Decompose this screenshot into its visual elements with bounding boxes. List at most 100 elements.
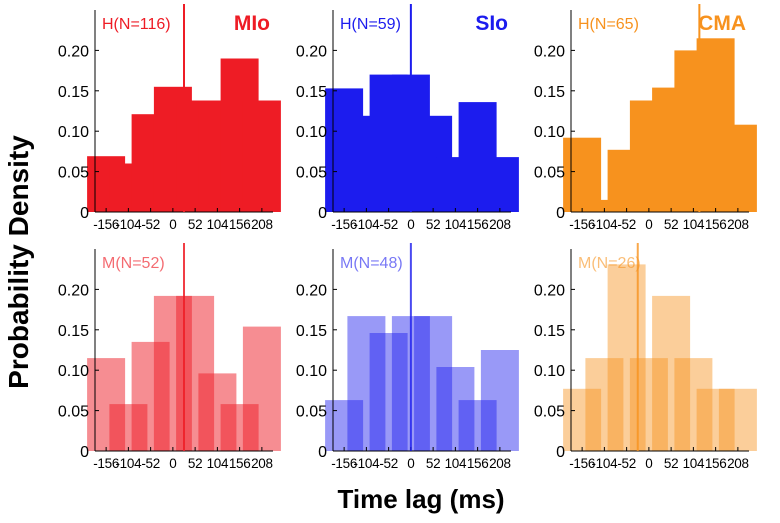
x-tick-label: 208 bbox=[727, 217, 749, 232]
x-tick-label: 0 bbox=[645, 456, 652, 471]
bar bbox=[585, 358, 624, 451]
bar bbox=[369, 333, 408, 451]
x-tick-label: 104 bbox=[207, 456, 229, 471]
x-tick-label: -156 bbox=[569, 456, 595, 471]
y-tick-label: 0.20 bbox=[534, 43, 565, 60]
x-tick-label: -52 bbox=[617, 456, 636, 471]
x-tick-label: 0 bbox=[169, 456, 176, 471]
x-tick-label: 104 bbox=[207, 217, 229, 232]
x-tick-label: -156 bbox=[93, 217, 119, 232]
y-tick-label: 0.15 bbox=[296, 323, 327, 340]
y-tick-label: 0.20 bbox=[296, 282, 327, 299]
bar bbox=[347, 316, 386, 451]
x-tick-label: 0 bbox=[407, 456, 414, 471]
panel-mio-h: 0 0.05 0.10 0.15 0.20 -156-104 -52 0 52 104 156 208… bbox=[58, 4, 281, 232]
y-tick-label: 0.05 bbox=[58, 404, 89, 421]
bar bbox=[563, 388, 602, 451]
y-tick-label: 0 bbox=[80, 444, 89, 461]
y-axis-label: Probability Density bbox=[3, 135, 34, 389]
x-tick-label: 208 bbox=[489, 217, 511, 232]
bar bbox=[242, 326, 281, 451]
x-tick-label: -52 bbox=[379, 456, 398, 471]
y-tick-label: 0.10 bbox=[296, 124, 327, 141]
panel-label: H(N=116) bbox=[102, 16, 171, 33]
x-tick-label: -104 bbox=[353, 217, 380, 232]
x-tick-label: 156 bbox=[705, 217, 727, 232]
x-tick-label: 156 bbox=[229, 456, 251, 471]
y-tick-label: 0.05 bbox=[534, 404, 565, 421]
y-tick-label: 0.20 bbox=[296, 43, 327, 60]
x-tick-label: 208 bbox=[727, 456, 749, 471]
panels: 00.050.100.150.20-156-104 -52 0 52 104 156 208… bbox=[58, 4, 757, 471]
x-tick-label: 104 bbox=[683, 217, 705, 232]
region-title: SIo bbox=[475, 12, 508, 35]
x-tick-label: 52 bbox=[664, 456, 678, 471]
x-tick-label: -156 bbox=[569, 217, 595, 232]
bar bbox=[718, 124, 757, 212]
bar bbox=[674, 358, 713, 451]
y-tick-label: 0.15 bbox=[534, 323, 565, 340]
y-tick-label: 0.05 bbox=[296, 165, 327, 182]
y-tick-label: 0 bbox=[318, 205, 327, 222]
bar bbox=[718, 388, 757, 451]
y-tick-label: 0.15 bbox=[534, 84, 565, 101]
panel-label: M(N=26) bbox=[578, 255, 641, 272]
x-tick-label: 104 bbox=[683, 456, 705, 471]
x-tick-label: 208 bbox=[489, 456, 511, 471]
panel-cma-m: 0 0.05 0.10 0.15 0.20 -156-104 -52 0 52 104 156 208… bbox=[534, 243, 757, 471]
bar bbox=[325, 400, 364, 451]
x-tick-label: -104 bbox=[591, 217, 618, 232]
x-tick-label: 0 bbox=[645, 217, 652, 232]
x-tick-label: 52 bbox=[664, 217, 678, 232]
y-tick-label: 0 bbox=[80, 205, 89, 222]
x-tick-label: 156 bbox=[467, 217, 489, 232]
y-tick-label: 0.20 bbox=[534, 282, 565, 299]
panel-label: H(N=59) bbox=[340, 16, 401, 33]
panel-mio-m: 0 0.05 0.10 0.15 0.20 -156-104 -52 0 52 104 156 208… bbox=[58, 243, 281, 471]
bar bbox=[696, 388, 735, 451]
x-tick-label: -156 bbox=[93, 456, 119, 471]
panel-label: M(N=52) bbox=[102, 255, 165, 272]
bar bbox=[436, 367, 475, 451]
x-tick-label: 208 bbox=[251, 456, 273, 471]
panel-label: M(N=48) bbox=[340, 255, 403, 272]
bar bbox=[629, 358, 668, 451]
y-tick-label: 0.05 bbox=[534, 165, 565, 182]
bar bbox=[480, 350, 519, 451]
y-tick-label: 0.15 bbox=[296, 84, 327, 101]
x-tick-label: -156 bbox=[331, 456, 357, 471]
x-tick-label: -156 bbox=[331, 217, 357, 232]
x-tick-label: -52 bbox=[141, 217, 160, 232]
bar bbox=[563, 137, 602, 212]
y-tick-label: 0.10 bbox=[58, 124, 89, 141]
bar bbox=[607, 264, 646, 451]
region-title: MIo bbox=[234, 12, 270, 35]
region-title: CMA bbox=[698, 12, 746, 35]
y-tick-label: 0 bbox=[556, 444, 565, 461]
x-tick-label: 104 bbox=[445, 217, 467, 232]
x-tick-label: -52 bbox=[379, 217, 398, 232]
y-tick-label: 0.10 bbox=[58, 363, 89, 380]
bar bbox=[458, 400, 497, 451]
panel-sio-m: 0 0.05 0.10 0.15 0.20 -156-104 -52 0 52 104 156 208… bbox=[296, 243, 519, 471]
x-tick-label: 0 bbox=[407, 217, 414, 232]
y-tick-label: 0.05 bbox=[296, 404, 327, 421]
bar bbox=[652, 295, 691, 451]
x-tick-label: 52 bbox=[188, 456, 202, 471]
x-axis-label: Time lag (ms) bbox=[337, 484, 504, 514]
bar bbox=[414, 316, 453, 451]
bar bbox=[242, 100, 281, 212]
x-tick-label: 104 bbox=[445, 456, 467, 471]
x-tick-label: 156 bbox=[467, 456, 489, 471]
y-tick-label: 0.20 bbox=[58, 43, 89, 60]
x-tick-label: -52 bbox=[617, 217, 636, 232]
x-tick-label: -104 bbox=[591, 456, 618, 471]
y-tick-label: 0.20 bbox=[58, 282, 89, 299]
x-tick-label: 156 bbox=[229, 217, 251, 232]
y-tick-label: 0 bbox=[318, 444, 327, 461]
x-tick-label: -104 bbox=[353, 456, 380, 471]
panel-label: H(N=65) bbox=[578, 16, 639, 33]
y-tick-label: 0.10 bbox=[296, 363, 327, 380]
x-tick-label: 52 bbox=[426, 217, 440, 232]
